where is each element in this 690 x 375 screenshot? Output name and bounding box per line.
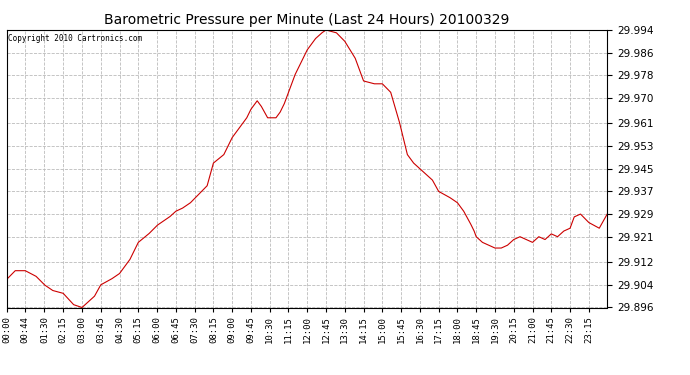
Title: Barometric Pressure per Minute (Last 24 Hours) 20100329: Barometric Pressure per Minute (Last 24 … [104, 13, 510, 27]
Text: Copyright 2010 Cartronics.com: Copyright 2010 Cartronics.com [8, 34, 141, 43]
